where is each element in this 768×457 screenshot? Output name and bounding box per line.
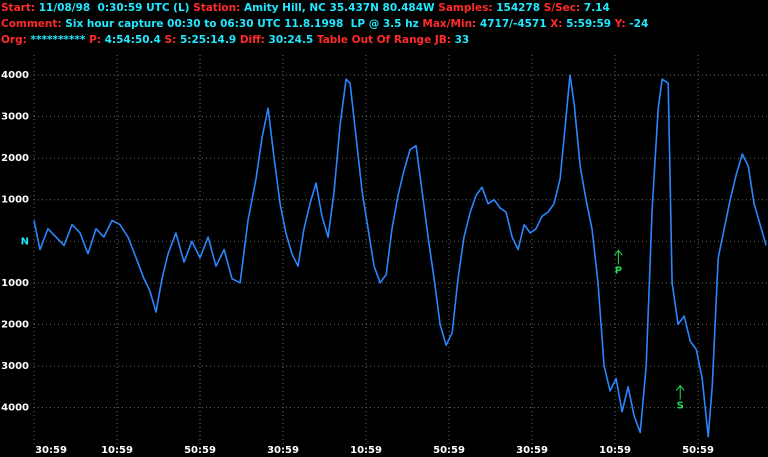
y-tick-label: 2000 (1, 319, 29, 330)
field-value: 5:25:14.9 (179, 34, 237, 46)
y-tick-label: 2000 (1, 153, 29, 164)
annotation-arrow (675, 384, 685, 400)
field-label: S: (164, 34, 177, 46)
annotation: P (615, 265, 622, 276)
annotation-arrow (613, 249, 623, 265)
y-tick-label: 4000 (1, 70, 29, 81)
field-value: 7.14 (583, 2, 610, 14)
x-tick-label: 10:59 (350, 445, 382, 456)
y-tick-label: 1000 (1, 195, 29, 206)
x-tick-label: 30:59 (516, 445, 548, 456)
field-label: Comment: (1, 18, 62, 30)
field-value: 11/08/98 0:30:59 UTC (L) (38, 2, 190, 14)
field-value: 4:54:50.4 (104, 34, 161, 46)
x-tick-label: 50:59 (184, 445, 216, 456)
y-tick-label: N (21, 236, 29, 247)
field-label: S/Sec: (543, 2, 581, 14)
field-value: -24 (629, 18, 649, 30)
x-tick-label: 30:59 (267, 445, 299, 456)
field-value: 33 (454, 34, 470, 46)
field-label: P: (89, 34, 101, 46)
field-value: 154278 (496, 2, 541, 14)
field-value: ********** (30, 34, 86, 46)
x-tick-label: 50:59 (682, 445, 714, 456)
field-label: JB: (434, 34, 451, 46)
header: Start: 11/08/98 0:30:59 UTC (L) Station:… (1, 0, 648, 48)
header-line: Org: ********** P: 4:54:50.4 S: 5:25:14.… (1, 32, 648, 48)
y-tick-label: 1000 (1, 278, 29, 289)
field-label: Y: (614, 18, 626, 30)
field-value: Six hour capture 00:30 to 06:30 UTC 11.8… (65, 18, 419, 30)
field-value: 30:24.5 (268, 34, 314, 46)
x-tick-label: 10:59 (599, 445, 631, 456)
x-tick-label: 30:59 (35, 445, 67, 456)
field-label: Table Out Of Range (316, 34, 432, 46)
annotation: S (677, 401, 684, 412)
field-label: Org: (1, 34, 27, 46)
header-line: Comment: Six hour capture 00:30 to 06:30… (1, 16, 648, 32)
field-label: Start: (1, 2, 36, 14)
x-tick-label: 50:59 (433, 445, 465, 456)
field-value: Amity Hill, NC 35.437N 80.484W (243, 2, 435, 14)
field-value: 4717/-4571 (479, 18, 547, 30)
waveform (33, 74, 767, 438)
y-tick-label: 4000 (1, 403, 29, 414)
field-label: Station: (193, 2, 241, 14)
field-label: Diff: (239, 34, 265, 46)
y-tick-label: 3000 (1, 112, 29, 123)
y-tick-label: 3000 (1, 361, 29, 372)
field-label: Max/Min: (422, 18, 477, 30)
field-label: X: (550, 18, 563, 30)
x-tick-label: 10:59 (101, 445, 133, 456)
header-line: Start: 11/08/98 0:30:59 UTC (L) Station:… (1, 0, 648, 16)
field-label: Samples: (438, 2, 493, 14)
field-value: 5:59:59 (566, 18, 612, 30)
